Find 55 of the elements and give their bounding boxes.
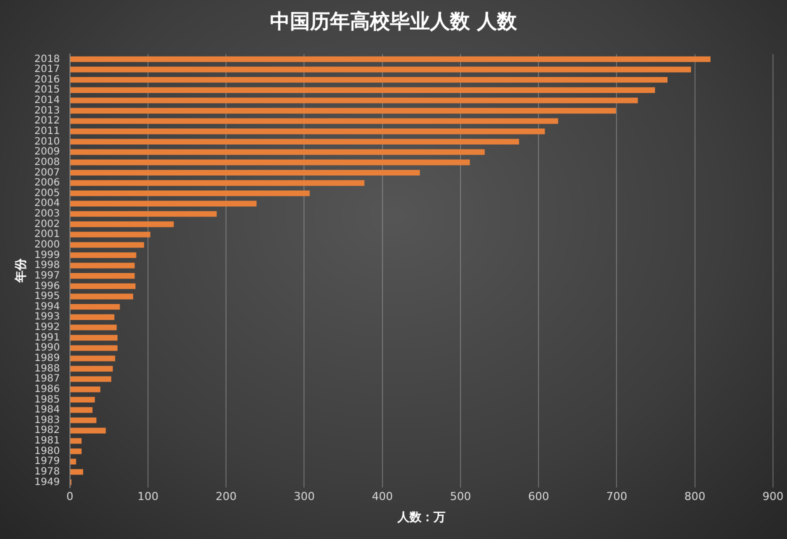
y-tick-label: 2002 xyxy=(34,218,60,230)
y-tick-label: 2014 xyxy=(34,95,60,106)
y-tick-label: 2003 xyxy=(34,208,60,220)
y-tick-label: 1992 xyxy=(34,322,60,334)
y-tick-label: 2013 xyxy=(34,105,60,116)
y-tick-label: 2007 xyxy=(34,167,60,178)
y-tick-label: 2010 xyxy=(34,136,60,148)
y-tick-label: 2001 xyxy=(34,229,60,240)
x-tick-label: 0 xyxy=(66,490,74,503)
y-tick-label: 1991 xyxy=(34,332,60,344)
y-tick-label: 1985 xyxy=(34,394,60,406)
y-tick-label: 2000 xyxy=(34,239,60,250)
x-tick-label: 800 xyxy=(684,490,706,503)
chart-title: 中国历年高校毕业人数 人数 xyxy=(269,8,518,35)
y-axis-title: 年份 xyxy=(13,258,28,284)
y-tick-label: 1993 xyxy=(34,312,60,323)
x-tick-label: 900 xyxy=(762,490,784,503)
y-tick-label: 2004 xyxy=(34,198,60,210)
x-tick-label: 100 xyxy=(137,490,158,503)
y-tick-label: 1987 xyxy=(34,374,60,385)
y-tick-label: 2016 xyxy=(34,74,60,86)
y-tick-label: 1995 xyxy=(34,291,60,302)
y-tick-label: 1949 xyxy=(34,476,60,488)
y-tick-label: 2009 xyxy=(34,146,60,158)
y-tick-label: 1994 xyxy=(34,301,60,312)
x-tick-label: 700 xyxy=(606,490,628,503)
y-tick-label: 1986 xyxy=(34,384,60,395)
y-tick-label: 1989 xyxy=(34,353,60,364)
x-tick-label: 600 xyxy=(528,490,550,503)
x-axis-title: 人数：万 xyxy=(396,510,446,524)
y-tick-label: 1996 xyxy=(34,280,60,292)
y-tick-label: 1983 xyxy=(34,414,60,426)
y-tick-label: 1978 xyxy=(34,466,60,478)
y-tick-label: 2017 xyxy=(34,64,60,76)
y-tick-label: 1984 xyxy=(34,404,60,416)
y-tick-label: 1997 xyxy=(34,270,60,282)
y-tick-label: 1988 xyxy=(34,363,60,374)
y-tick-label: 2015 xyxy=(34,84,60,96)
y-tick-label: 1990 xyxy=(34,342,60,354)
y-tick-label: 1982 xyxy=(34,425,60,436)
x-tick-label: 500 xyxy=(450,490,471,503)
y-tick-label: 1981 xyxy=(34,436,60,447)
y-tick-label: 2011 xyxy=(34,126,60,137)
x-tick-label: 300 xyxy=(294,490,315,503)
y-tick-label: 1998 xyxy=(34,260,60,272)
x-tick-label: 200 xyxy=(216,490,237,503)
y-tick-label: 2005 xyxy=(34,188,60,199)
y-tick-label: 1999 xyxy=(34,250,60,261)
y-tick-label: 1979 xyxy=(34,456,60,468)
x-tick-label: 400 xyxy=(372,490,393,503)
y-tick-label: 2012 xyxy=(34,116,60,127)
y-tick-label: 2006 xyxy=(34,178,60,189)
y-tick-label: 2008 xyxy=(34,156,60,168)
y-tick-label: 1980 xyxy=(34,446,60,457)
y-tick-label: 2018 xyxy=(34,54,60,65)
